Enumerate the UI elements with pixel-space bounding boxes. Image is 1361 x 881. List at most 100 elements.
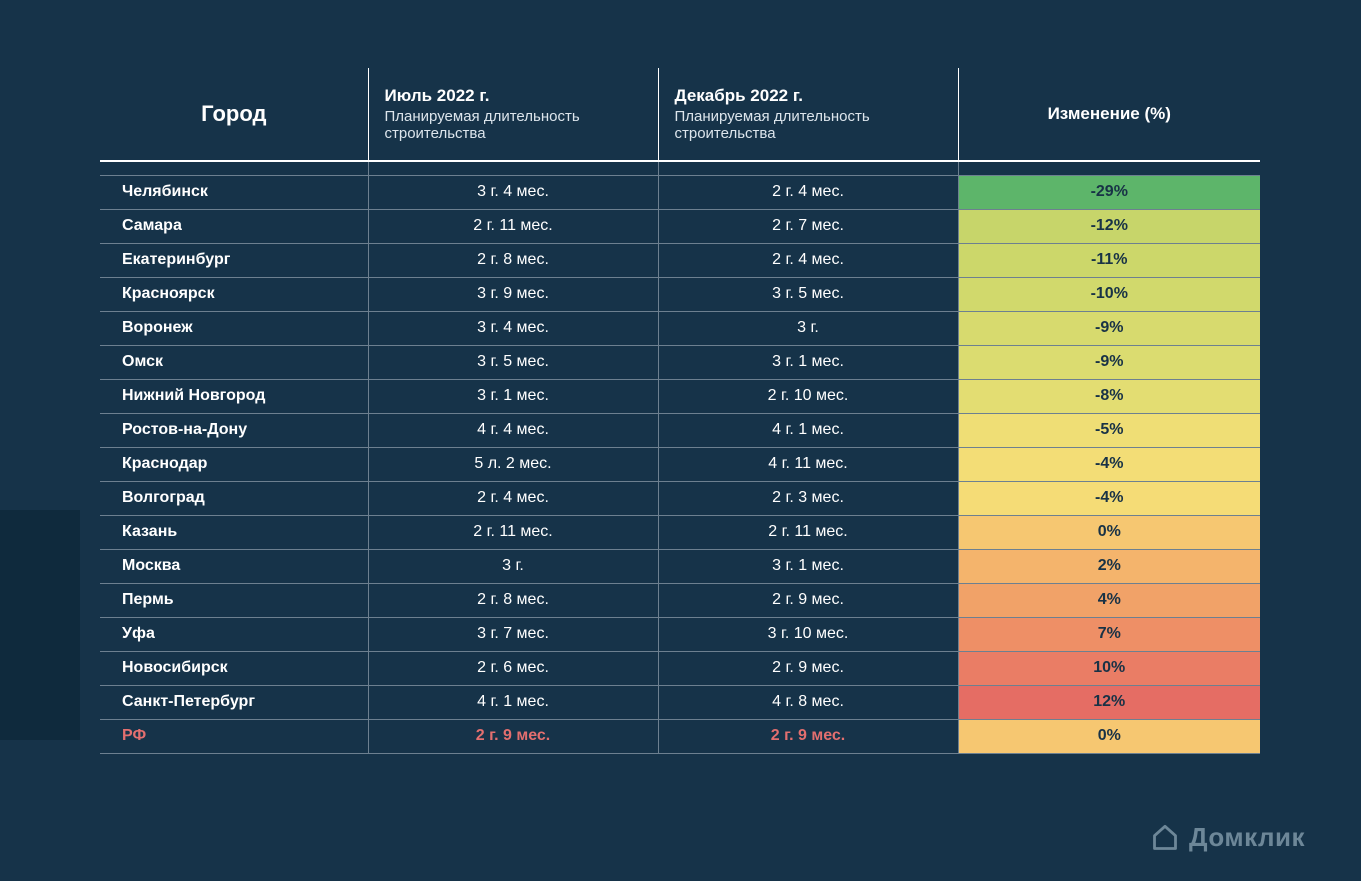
table-row: Екатеринбург2 г. 8 мес.2 г. 4 мес.-11% xyxy=(100,243,1260,277)
header-change: Изменение (%) xyxy=(958,68,1260,161)
cell-july: 2 г. 9 мес. xyxy=(368,719,658,753)
cell-city: Омск xyxy=(100,345,368,379)
header-july: Июль 2022 г. Планируемая длительность ст… xyxy=(368,68,658,161)
cell-change: 0% xyxy=(958,719,1260,753)
cell-july: 2 г. 11 мес. xyxy=(368,209,658,243)
cell-change: 10% xyxy=(958,651,1260,685)
cell-july: 3 г. xyxy=(368,549,658,583)
cell-dec: 2 г. 10 мес. xyxy=(658,379,958,413)
cell-dec: 3 г. xyxy=(658,311,958,345)
header-dec-title: Декабрь 2022 г. xyxy=(675,86,803,105)
cell-city: Нижний Новгород xyxy=(100,379,368,413)
table-row: Санкт-Петербург4 г. 1 мес.4 г. 8 мес.12% xyxy=(100,685,1260,719)
cell-change: -9% xyxy=(958,345,1260,379)
cell-dec: 3 г. 10 мес. xyxy=(658,617,958,651)
cell-dec: 4 г. 1 мес. xyxy=(658,413,958,447)
table-row: Краснодар5 л. 2 мес.4 г. 11 мес.-4% xyxy=(100,447,1260,481)
cell-city: Уфа xyxy=(100,617,368,651)
cell-city: Красноярск xyxy=(100,277,368,311)
cell-change: 2% xyxy=(958,549,1260,583)
cell-dec: 2 г. 4 мес. xyxy=(658,175,958,209)
table-row: Новосибирск2 г. 6 мес.2 г. 9 мес.10% xyxy=(100,651,1260,685)
cell-july: 2 г. 11 мес. xyxy=(368,515,658,549)
cell-dec: 3 г. 5 мес. xyxy=(658,277,958,311)
table-row: Омск3 г. 5 мес.3 г. 1 мес.-9% xyxy=(100,345,1260,379)
cell-july: 2 г. 8 мес. xyxy=(368,243,658,277)
header-dec: Декабрь 2022 г. Планируемая длительность… xyxy=(658,68,958,161)
cell-july: 2 г. 6 мес. xyxy=(368,651,658,685)
cell-july: 3 г. 1 мес. xyxy=(368,379,658,413)
table-row: Самара2 г. 11 мес.2 г. 7 мес.-12% xyxy=(100,209,1260,243)
cell-city: Самара xyxy=(100,209,368,243)
cell-change: 12% xyxy=(958,685,1260,719)
house-icon xyxy=(1151,824,1179,852)
cell-dec: 2 г. 9 мес. xyxy=(658,719,958,753)
table-row: Челябинск3 г. 4 мес.2 г. 4 мес.-29% xyxy=(100,175,1260,209)
cell-dec: 3 г. 1 мес. xyxy=(658,345,958,379)
table-row: Волгоград2 г. 4 мес.2 г. 3 мес.-4% xyxy=(100,481,1260,515)
cell-city: Краснодар xyxy=(100,447,368,481)
table-summary-row: РФ2 г. 9 мес.2 г. 9 мес.0% xyxy=(100,719,1260,753)
cell-change: -10% xyxy=(958,277,1260,311)
cell-dec: 4 г. 11 мес. xyxy=(658,447,958,481)
brand-logo: Домклик xyxy=(1151,822,1305,853)
cell-july: 2 г. 4 мес. xyxy=(368,481,658,515)
accent-block xyxy=(0,510,80,740)
cell-change: 0% xyxy=(958,515,1260,549)
cell-change: 4% xyxy=(958,583,1260,617)
cell-city: Воронеж xyxy=(100,311,368,345)
cell-city: РФ xyxy=(100,719,368,753)
cell-dec: 2 г. 11 мес. xyxy=(658,515,958,549)
cell-city: Ростов-на-Дону xyxy=(100,413,368,447)
spacer-row xyxy=(100,161,1260,175)
cell-change: -5% xyxy=(958,413,1260,447)
cell-dec: 2 г. 9 мес. xyxy=(658,583,958,617)
cell-july: 2 г. 8 мес. xyxy=(368,583,658,617)
brand-logo-text: Домклик xyxy=(1189,822,1305,853)
cell-dec: 2 г. 7 мес. xyxy=(658,209,958,243)
cell-city: Екатеринбург xyxy=(100,243,368,277)
cell-july: 3 г. 4 мес. xyxy=(368,311,658,345)
header-july-title: Июль 2022 г. xyxy=(385,86,490,105)
table-row: Уфа3 г. 7 мес.3 г. 10 мес.7% xyxy=(100,617,1260,651)
table-row: Красноярск3 г. 9 мес.3 г. 5 мес.-10% xyxy=(100,277,1260,311)
cell-july: 4 г. 4 мес. xyxy=(368,413,658,447)
table-row: Казань2 г. 11 мес.2 г. 11 мес.0% xyxy=(100,515,1260,549)
cell-change: -12% xyxy=(958,209,1260,243)
table-header-row: Город Июль 2022 г. Планируемая длительно… xyxy=(100,68,1260,161)
cell-dec: 2 г. 4 мес. xyxy=(658,243,958,277)
cell-change: -8% xyxy=(958,379,1260,413)
table-row: Воронеж3 г. 4 мес.3 г.-9% xyxy=(100,311,1260,345)
cell-dec: 2 г. 3 мес. xyxy=(658,481,958,515)
cell-city: Санкт-Петербург xyxy=(100,685,368,719)
cell-city: Челябинск xyxy=(100,175,368,209)
cell-july: 5 л. 2 мес. xyxy=(368,447,658,481)
construction-duration-table: Город Июль 2022 г. Планируемая длительно… xyxy=(100,68,1260,754)
cell-change: -29% xyxy=(958,175,1260,209)
header-city: Город xyxy=(100,68,368,161)
cell-july: 3 г. 4 мес. xyxy=(368,175,658,209)
cell-change: 7% xyxy=(958,617,1260,651)
cell-change: -4% xyxy=(958,447,1260,481)
cell-city: Пермь xyxy=(100,583,368,617)
cell-change: -9% xyxy=(958,311,1260,345)
cell-july: 3 г. 9 мес. xyxy=(368,277,658,311)
cell-july: 3 г. 5 мес. xyxy=(368,345,658,379)
cell-change: -11% xyxy=(958,243,1260,277)
cell-change: -4% xyxy=(958,481,1260,515)
header-july-sub: Планируемая длительность строительства xyxy=(385,108,642,142)
table-row: Нижний Новгород3 г. 1 мес.2 г. 10 мес.-8… xyxy=(100,379,1260,413)
cell-city: Новосибирск xyxy=(100,651,368,685)
cell-city: Волгоград xyxy=(100,481,368,515)
table-row: Ростов-на-Дону4 г. 4 мес.4 г. 1 мес.-5% xyxy=(100,413,1260,447)
cell-dec: 3 г. 1 мес. xyxy=(658,549,958,583)
header-dec-sub: Планируемая длительность строительства xyxy=(675,108,942,142)
cell-city: Казань xyxy=(100,515,368,549)
cell-dec: 4 г. 8 мес. xyxy=(658,685,958,719)
cell-city: Москва xyxy=(100,549,368,583)
cell-dec: 2 г. 9 мес. xyxy=(658,651,958,685)
data-table-container: Город Июль 2022 г. Планируемая длительно… xyxy=(100,68,1260,754)
cell-july: 4 г. 1 мес. xyxy=(368,685,658,719)
cell-july: 3 г. 7 мес. xyxy=(368,617,658,651)
table-row: Москва3 г.3 г. 1 мес.2% xyxy=(100,549,1260,583)
